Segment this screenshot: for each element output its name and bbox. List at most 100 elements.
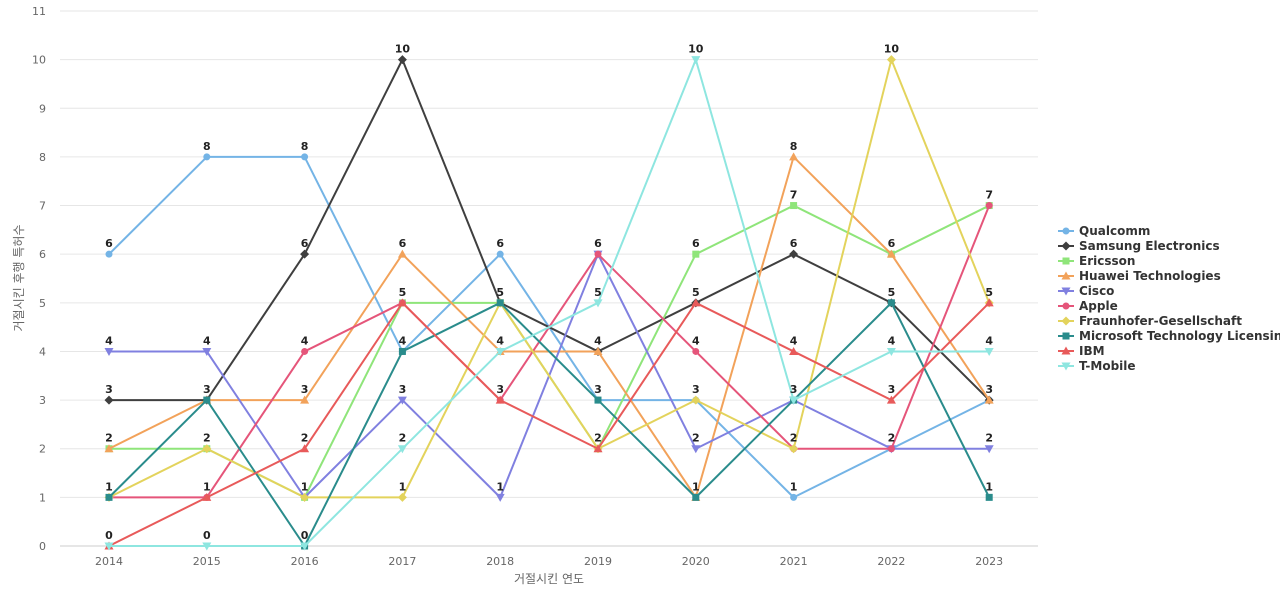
data-label: 5 (692, 286, 700, 299)
data-label: 10 (395, 43, 411, 56)
legend-label: Cisco (1079, 284, 1114, 298)
x-tick-label: 2015 (193, 555, 221, 568)
data-point (692, 494, 699, 501)
series-6 (105, 55, 994, 502)
y-tick-label: 6 (39, 248, 46, 261)
y-tick-label: 7 (39, 200, 46, 213)
legend-label: T-Mobile (1079, 359, 1136, 373)
legend-item[interactable]: Cisco (1058, 284, 1114, 298)
data-label: 4 (105, 334, 113, 347)
data-label: 3 (301, 383, 309, 396)
data-label: 1 (790, 480, 798, 493)
legend-item[interactable]: Huawei Technologies (1058, 269, 1221, 283)
data-point (595, 251, 602, 258)
data-label: 2 (692, 432, 700, 445)
legend-item[interactable]: Qualcomm (1058, 224, 1150, 238)
data-label: 4 (692, 334, 700, 347)
data-label: 6 (692, 237, 700, 250)
data-label: 0 (105, 529, 113, 542)
series-8 (105, 298, 994, 549)
legend-item[interactable]: Ericsson (1058, 254, 1135, 268)
legend-swatch-marker (1063, 333, 1070, 340)
data-label: 3 (790, 383, 798, 396)
x-tick-label: 2022 (877, 555, 905, 568)
y-tick-label: 8 (39, 151, 46, 164)
data-label: 0 (301, 529, 309, 542)
data-label: 6 (790, 237, 798, 250)
x-tick-label: 2021 (780, 555, 808, 568)
data-point (986, 494, 993, 501)
data-label: 10 (884, 43, 900, 56)
data-point (887, 55, 896, 64)
data-label: 4 (301, 334, 309, 347)
data-label: 8 (203, 140, 211, 153)
data-label: 0 (203, 529, 211, 542)
data-point (106, 251, 113, 258)
data-label: 7 (985, 189, 993, 202)
data-label: 3 (888, 383, 896, 396)
data-label: 2 (594, 432, 602, 445)
data-label: 2 (985, 432, 993, 445)
legend-item[interactable]: IBM (1058, 344, 1105, 358)
data-label: 5 (985, 286, 993, 299)
data-label: 5 (496, 286, 504, 299)
data-label: 6 (594, 237, 602, 250)
legend-swatch-marker (1062, 242, 1071, 251)
data-label: 1 (496, 480, 504, 493)
data-label: 8 (790, 140, 798, 153)
data-label: 1 (399, 480, 407, 493)
data-label: 6 (399, 237, 407, 250)
legend-swatch-marker (1063, 228, 1070, 235)
x-tick-label: 2019 (584, 555, 612, 568)
data-point (106, 494, 113, 501)
y-tick-label: 2 (39, 443, 46, 456)
data-point (789, 250, 798, 259)
data-point (399, 348, 406, 355)
data-point (692, 251, 699, 258)
data-label: 5 (399, 286, 407, 299)
legend-label: Ericsson (1079, 254, 1135, 268)
data-point (595, 397, 602, 404)
data-label: 4 (594, 334, 602, 347)
series-line (109, 60, 989, 400)
legend-swatch-marker (1063, 258, 1070, 265)
data-label: 2 (888, 432, 896, 445)
y-tick-label: 0 (39, 540, 46, 553)
data-point (790, 494, 797, 501)
x-tick-label: 2018 (486, 555, 514, 568)
data-label: 1 (301, 480, 309, 493)
data-label: 5 (594, 286, 602, 299)
data-label: 3 (985, 383, 993, 396)
data-label: 2 (301, 432, 309, 445)
data-point (692, 348, 699, 355)
legend-item[interactable]: Apple (1058, 299, 1118, 313)
legend-item[interactable]: T-Mobile (1058, 359, 1136, 373)
x-tick-label: 2017 (388, 555, 416, 568)
data-point (888, 299, 895, 306)
data-point (301, 348, 308, 355)
y-axis-title: 거절시킨 후행 특허수 (11, 225, 26, 332)
data-label: 4 (985, 334, 993, 347)
data-label: 2 (399, 432, 407, 445)
data-label: 2 (203, 432, 211, 445)
data-point (888, 445, 895, 452)
data-point (497, 251, 504, 258)
data-point (790, 202, 797, 209)
legend-swatch-marker (1063, 303, 1070, 310)
legend-item[interactable]: Fraunhofer-Gesellschaft (1058, 314, 1242, 328)
legend-item[interactable]: Samsung Electronics (1058, 239, 1220, 253)
data-label: 5 (888, 286, 896, 299)
data-point (203, 153, 210, 160)
data-point (986, 202, 993, 209)
data-label: 7 (790, 189, 798, 202)
data-point (203, 397, 210, 404)
data-label: 4 (399, 334, 407, 347)
legend-label: Qualcomm (1079, 224, 1150, 238)
data-label: 1 (203, 480, 211, 493)
data-point (398, 493, 407, 502)
data-label: 3 (399, 383, 407, 396)
y-tick-label: 4 (39, 345, 46, 358)
legend-item[interactable]: Microsoft Technology Licensing (1058, 329, 1280, 343)
data-label: 3 (692, 383, 700, 396)
